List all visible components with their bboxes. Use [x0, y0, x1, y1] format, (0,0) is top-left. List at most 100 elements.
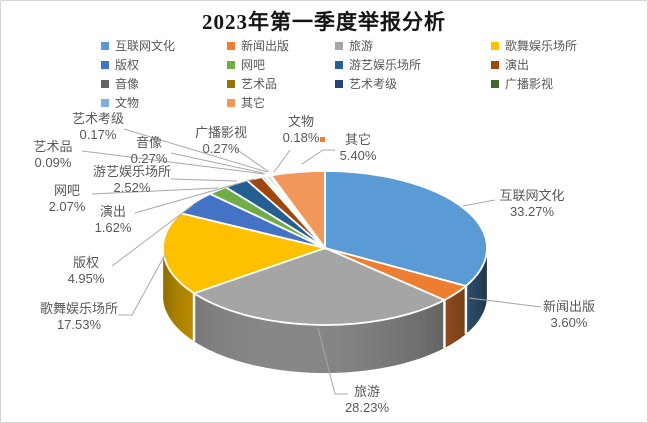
pie-slice-side [396, 314, 405, 366]
pie-slice-side [373, 320, 383, 370]
pie-slice-side [203, 299, 211, 351]
legend-label: 旅游 [349, 39, 374, 53]
leader-line-11 [235, 148, 270, 173]
leader-line-13 [301, 149, 335, 165]
pie-slice-side [381, 318, 390, 369]
pie-slice-side [404, 312, 413, 364]
pie-slice-side [177, 279, 182, 332]
legend-swatch-icon [227, 79, 235, 88]
legend-item-7[interactable]: 演出 [491, 55, 641, 74]
pie-slice-13[interactable] [270, 170, 326, 249]
callout-label-7: 演出 1.62% [95, 204, 132, 236]
callout-label-3: 歌舞娱乐场所 17.53% [40, 301, 118, 333]
pie-slice-side [163, 251, 164, 304]
pie-slice-side [431, 302, 439, 354]
legend-swatch-icon [101, 60, 109, 69]
legend-item-13[interactable]: 其它 [227, 93, 335, 112]
callout-category: 新闻出版 [542, 299, 596, 314]
pie-slice-side [476, 271, 480, 324]
pie-slice-side [228, 309, 237, 361]
pie-slice-side [388, 316, 398, 367]
legend-swatch-icon [491, 60, 499, 69]
callout-value: 0.17% [79, 127, 117, 142]
pie-slice-side [250, 316, 259, 367]
leader-line-9 [81, 150, 266, 175]
pie-slice-side [174, 276, 179, 329]
callout-value: 33.27% [509, 204, 555, 219]
legend-item-12[interactable]: 文物 [101, 93, 227, 112]
legend-label: 艺术品 [241, 77, 278, 91]
callout-category: 版权 [72, 255, 99, 270]
legend-label: 版权 [115, 58, 140, 72]
callout-category: 广播影视 [194, 125, 248, 140]
pie-slice-side [453, 291, 459, 344]
pie-slice-side [289, 323, 300, 373]
pie-slice-side [273, 321, 283, 371]
legend-label: 歌舞娱乐场所 [505, 39, 578, 53]
legend-label: 音像 [115, 77, 140, 91]
callout-label-0: 互联网文化 33.27% [499, 188, 564, 220]
legend-item-6[interactable]: 游艺娱乐场所 [335, 55, 491, 74]
callout-value: 5.40% [339, 148, 377, 163]
legend-item-11[interactable]: 广播影视 [491, 74, 641, 93]
pie-slice-side [425, 305, 433, 357]
legend-item-1[interactable]: 新闻出版 [227, 36, 335, 55]
pie-slice-side [418, 308, 426, 359]
legend-item-9[interactable]: 艺术品 [227, 74, 335, 93]
pie-slice-2[interactable] [193, 247, 446, 326]
pie-slice-side [314, 324, 325, 373]
pie-slice-side [215, 304, 223, 356]
pie-slice-side [209, 302, 217, 354]
pie-slice-side [164, 258, 167, 311]
pie-slice-side [181, 283, 186, 336]
callout-category: 文物 [287, 114, 314, 129]
callout-value: 17.53% [56, 317, 102, 332]
legend-swatch-icon [335, 41, 343, 50]
callout-label-5: 网吧 2.07% [49, 183, 86, 215]
pie-slice-side [257, 318, 267, 368]
legend-label: 演出 [505, 58, 530, 72]
legend-swatch-icon [335, 79, 343, 88]
pie-slice-side [163, 254, 165, 308]
legend-label: 游艺娱乐场所 [349, 58, 422, 72]
callout-category: 艺术品 [33, 139, 73, 154]
pie-slice-0[interactable] [324, 170, 488, 287]
pie-slice-side [265, 319, 275, 370]
callout-category: 游艺娱乐场所 [92, 164, 172, 179]
legend-item-4[interactable]: 版权 [101, 55, 227, 74]
pie-slice-3[interactable] [162, 212, 326, 295]
legend-item-3[interactable]: 歌舞娱乐场所 [491, 36, 641, 55]
legend-item-2[interactable]: 旅游 [335, 36, 491, 55]
pie-slice-side [306, 324, 316, 373]
legend-item-10[interactable]: 艺术考级 [335, 74, 491, 93]
callout-label-2: 旅游 28.23% [345, 384, 389, 416]
leader-line-2 [317, 327, 348, 395]
legend-swatch-icon [227, 60, 235, 69]
callout-label-10: 艺术考级 0.17% [72, 111, 124, 143]
legend: 互联网文化 新闻出版 旅游 歌舞娱乐场所版权 网吧 游艺娱乐场所 演出音像 艺术品 艺术考级 广播… [101, 36, 641, 112]
callout-category: 音像 [135, 135, 162, 150]
pie-slice-side [188, 289, 194, 342]
callout-category: 其它 [344, 132, 371, 147]
pie-slice-side [297, 323, 308, 373]
callout-value: 0.27% [130, 151, 168, 166]
leader-line-8 [170, 152, 264, 174]
callout-category: 艺术考级 [71, 111, 125, 126]
leader-line-3 [118, 252, 167, 316]
callout-category: 旅游 [353, 384, 380, 399]
callout-category: 网吧 [53, 183, 80, 198]
pie-slice-side [481, 263, 484, 317]
leader-line-4 [111, 204, 194, 267]
legend-swatch-icon [101, 41, 109, 50]
legend-swatch-icon [491, 41, 499, 50]
callout-value: 4.95% [67, 271, 105, 286]
legend-swatch-icon [335, 60, 343, 69]
legend-swatch-icon [227, 41, 235, 50]
leader-line-0 [462, 199, 496, 207]
legend-item-0[interactable]: 互联网文化 [101, 36, 227, 55]
leader-line-10 [123, 128, 268, 173]
legend-label: 互联网文化 [115, 39, 176, 53]
legend-item-8[interactable]: 音像 [101, 74, 227, 93]
legend-item-5[interactable]: 网吧 [227, 55, 335, 74]
